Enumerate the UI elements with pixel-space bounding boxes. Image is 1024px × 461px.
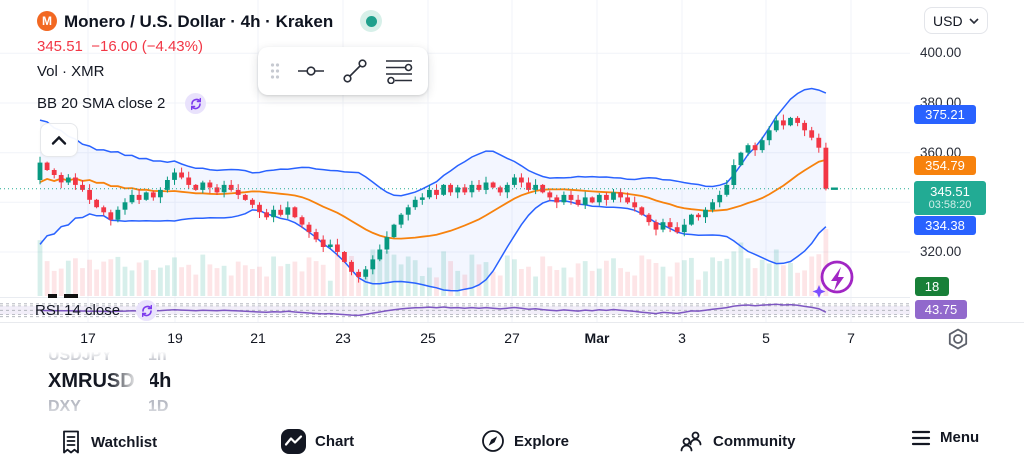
monero-logo-icon: M <box>37 11 57 31</box>
floating-drawing-toolbar <box>258 47 428 95</box>
time-tick-label: 19 <box>167 330 183 346</box>
time-tick-label: 7 <box>847 330 855 346</box>
symbol-title[interactable]: Monero / U.S. Dollar · 4h · Kraken <box>64 12 334 31</box>
price-tick-label: 320.00 <box>920 244 962 259</box>
flash-boost-icon[interactable] <box>810 258 856 300</box>
horizontal-line-tool-icon[interactable] <box>296 60 326 82</box>
axis-settings-gear-icon[interactable] <box>944 327 972 351</box>
price-change-pct: (−4.43%) <box>141 38 203 55</box>
wheel-fade-overlay <box>108 368 150 398</box>
wheel-fade-bottom <box>0 404 240 421</box>
nav-label: Explore <box>514 432 570 450</box>
time-tick-label: 27 <box>504 330 520 346</box>
bar-countdown: 03:58:20 <box>928 198 972 211</box>
market-status-icon[interactable] <box>360 10 382 32</box>
chevron-down-icon <box>969 17 979 24</box>
price-change: −16.00 <box>91 38 138 55</box>
nav-chart[interactable]: Chart <box>281 429 354 454</box>
bb-basis-badge: 354.79 <box>914 156 976 176</box>
nav-label: Menu <box>940 429 980 446</box>
currency-select[interactable]: USD <box>924 7 988 34</box>
time-tick-label: 25 <box>420 330 436 346</box>
time-axis[interactable]: 17 19 21 23 25 27 Mar 3 5 7 <box>0 322 1024 353</box>
trend-line-tool-icon[interactable] <box>342 58 368 84</box>
price-row: 345.51 −16.00 (−4.43%) <box>37 38 203 55</box>
community-icon <box>680 431 702 452</box>
drag-handle-icon[interactable] <box>270 62 280 80</box>
nav-watchlist[interactable]: Watchlist <box>60 429 157 455</box>
chevron-up-icon <box>51 135 67 145</box>
volume-indicator-label[interactable]: Vol · XMR <box>37 63 105 80</box>
time-tick-label: 3 <box>678 330 686 346</box>
time-tick-label: 21 <box>250 330 266 346</box>
collapse-pane-button[interactable] <box>40 123 78 157</box>
pane-watermark-dash <box>48 294 57 298</box>
currency-value: USD <box>933 12 963 29</box>
price-tick-label: 400.00 <box>920 45 962 60</box>
volume-badge: 18 <box>915 277 949 296</box>
last-price: 345.51 <box>37 38 83 55</box>
last-price-badge: 345.51 03:58:20 <box>914 180 986 215</box>
bottom-nav: Watchlist Chart Explore Community <box>0 421 1024 461</box>
bb-indicator-label[interactable]: BB 20 SMA close 2 <box>37 95 166 112</box>
pane-watermark-dash <box>64 294 78 298</box>
nav-label: Watchlist <box>91 433 158 451</box>
compass-icon <box>482 430 504 452</box>
nav-explore[interactable]: Explore <box>481 429 569 453</box>
chart-tab-icon <box>281 429 306 454</box>
bb-lower-badge: 334.38 <box>914 216 976 235</box>
time-tick-label: Mar <box>584 330 610 346</box>
bb-refresh-icon[interactable] <box>185 93 206 114</box>
nav-label: Chart <box>315 433 355 450</box>
rsi-indicator-label[interactable]: RSI 14 close <box>35 302 121 319</box>
price-chart[interactable] <box>0 0 912 352</box>
nav-menu[interactable]: Menu <box>911 429 979 446</box>
rsi-badge: 43.75 <box>915 300 967 319</box>
nav-label: Community <box>713 432 796 450</box>
bb-upper-badge: 375.21 <box>914 105 976 125</box>
hamburger-menu-icon <box>911 430 931 445</box>
rsi-refresh-icon[interactable] <box>136 300 157 321</box>
time-tick-label: 23 <box>335 330 351 346</box>
watchlist-icon <box>63 430 79 454</box>
time-tick-label: 5 <box>762 330 770 346</box>
time-tick-label: 17 <box>80 330 96 346</box>
nav-community[interactable]: Community <box>678 429 796 453</box>
wheel-fade-top <box>0 352 240 362</box>
parallel-lines-tool-icon[interactable] <box>384 58 414 84</box>
